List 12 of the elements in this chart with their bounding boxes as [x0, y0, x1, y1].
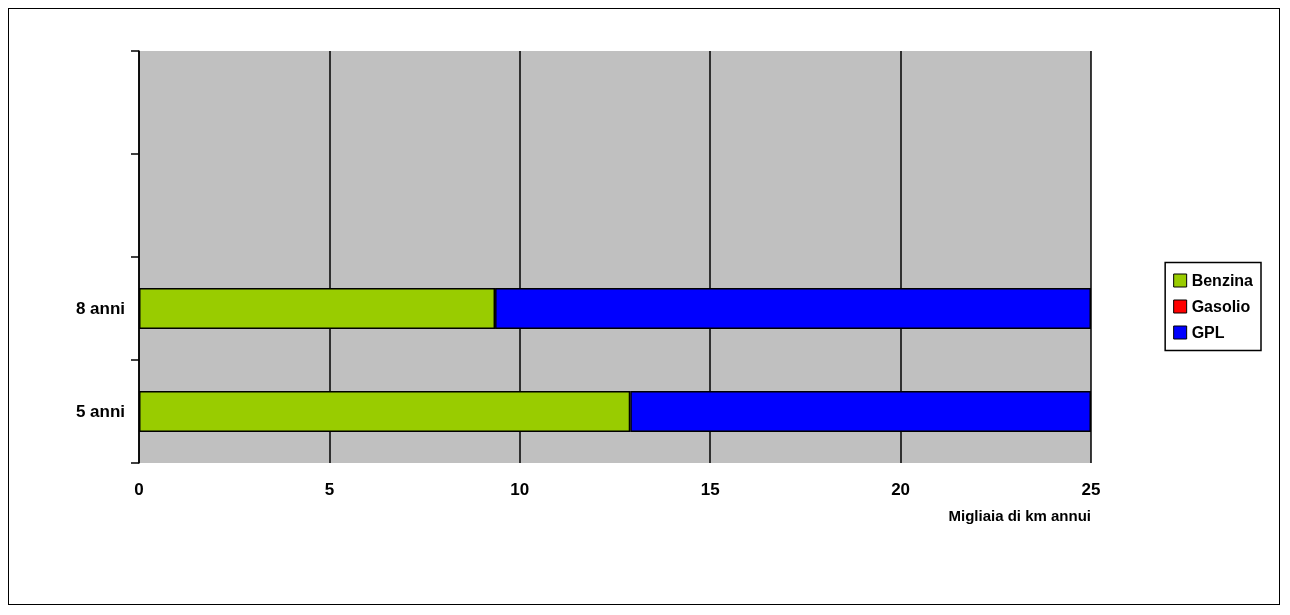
legend-label: Gasolio	[1191, 298, 1251, 315]
y-tick-label: 8 anni	[75, 299, 125, 318]
x-tick-label: 20	[891, 480, 911, 499]
legend-label: Benzina	[1191, 272, 1254, 289]
x-tick-label: 25	[1081, 480, 1101, 499]
x-tick-label: 5	[324, 480, 335, 499]
x-axis-title: Migliaia di km annui	[948, 507, 1091, 524]
x-tick-label: 0	[134, 480, 144, 499]
legend-label: GPL	[1191, 324, 1225, 341]
x-tick-label: 10	[510, 480, 530, 499]
x-tick-label: 15	[700, 480, 720, 499]
y-tick-label: 5 anni	[75, 402, 125, 421]
